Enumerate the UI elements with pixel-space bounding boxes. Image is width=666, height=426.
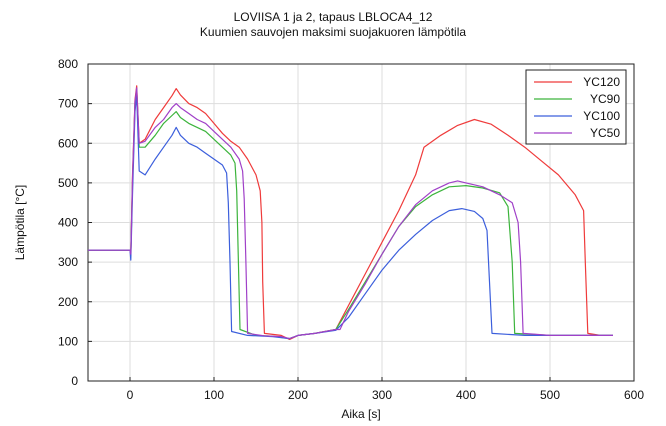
x-tick-label: 500 [540, 388, 560, 402]
axis-ticks: 0 100 200 300 400 500 600 0 100 200 300 400 500 600 70… [58, 57, 644, 402]
x-tick-label: 200 [288, 388, 308, 402]
y-tick-label: 100 [58, 334, 78, 348]
y-tick-label: 400 [58, 216, 78, 230]
chart-title: LOVIISA 1 ja 2, tapaus LBLOCA4_12 [233, 10, 433, 24]
x-tick-label: 400 [456, 388, 476, 402]
series-line-yc100 [88, 95, 613, 340]
data-series [88, 85, 613, 340]
x-tick-label: 0 [127, 388, 134, 402]
legend-label: YC50 [590, 126, 620, 140]
x-axis-label: Aika [s] [341, 407, 380, 421]
y-tick-label: 500 [58, 176, 78, 190]
x-tick-label: 100 [204, 388, 224, 402]
legend-label: YC100 [583, 109, 620, 123]
y-tick-label: 700 [58, 97, 78, 111]
x-tick-label: 300 [372, 388, 392, 402]
series-line-yc50 [88, 87, 613, 340]
y-tick-label: 0 [71, 374, 78, 388]
chart-title-block: LOVIISA 1 ja 2, tapaus LBLOCA4_12 Kuumie… [0, 10, 666, 40]
chart-subtitle: Kuumien sauvojen maksimi suojakuoren läm… [199, 25, 467, 39]
x-tick-label: 600 [624, 388, 644, 402]
legend-label: YC90 [590, 92, 620, 106]
legend: YC120 YC90 YC100 YC50 [525, 69, 627, 145]
series-line-yc90 [88, 89, 613, 340]
y-tick-label: 200 [58, 295, 78, 309]
y-tick-label: 300 [58, 255, 78, 269]
y-tick-label: 600 [58, 136, 78, 150]
legend-label: YC120 [583, 75, 620, 89]
series-line-yc120 [88, 85, 613, 340]
y-axis-label: Lämpötila [°C] [13, 185, 27, 261]
y-tick-label: 800 [58, 57, 78, 71]
